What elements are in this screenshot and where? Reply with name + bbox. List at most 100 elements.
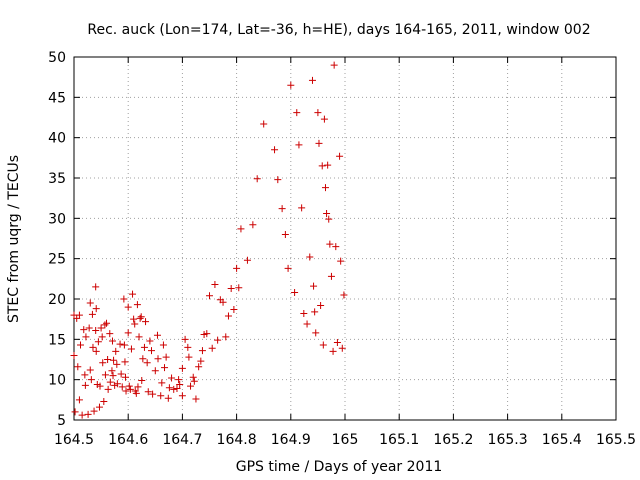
- data-point: [97, 324, 105, 332]
- y-axis-label: STEC from uqrg / TECUs: [6, 155, 22, 323]
- data-point: [106, 330, 114, 338]
- data-point: [198, 347, 206, 355]
- data-point: [178, 392, 186, 400]
- data-point: [332, 243, 340, 251]
- data-point: [113, 360, 121, 368]
- data-point: [321, 184, 329, 192]
- data-point: [324, 161, 332, 169]
- grid-lines: [74, 57, 616, 420]
- chart-title: Rec. auck (Lon=174, Lat=-36, h=HE), days…: [87, 22, 590, 38]
- data-point: [219, 298, 227, 306]
- data-point: [271, 146, 279, 154]
- data-point: [133, 301, 141, 309]
- data-point: [95, 403, 103, 411]
- axis-ticks: 164.5 164.6 164.7 164.8 164.9 165 165.1 165.2 16…: [48, 50, 636, 448]
- data-point: [340, 291, 348, 299]
- x-axis-label: GPS time / Days of year 2011: [236, 459, 443, 475]
- data-point: [303, 320, 311, 328]
- data-point: [190, 377, 198, 385]
- data-point: [120, 295, 128, 303]
- data-point: [98, 333, 106, 341]
- data-point: [306, 253, 314, 261]
- data-point: [84, 410, 92, 418]
- data-points: [70, 61, 348, 419]
- data-point: [319, 341, 327, 349]
- data-point: [104, 385, 112, 393]
- data-point: [170, 385, 178, 393]
- data-point: [329, 347, 337, 355]
- x-tick-label: 164.5: [54, 432, 94, 448]
- data-point: [293, 109, 301, 117]
- data-point: [224, 312, 232, 320]
- y-tick-label: 45: [48, 90, 66, 106]
- x-tick-label: 165.4: [542, 432, 582, 448]
- data-point: [235, 284, 243, 292]
- data-point: [138, 376, 146, 384]
- data-point: [148, 347, 156, 355]
- data-point: [181, 335, 189, 343]
- data-point: [131, 320, 139, 328]
- data-point: [70, 351, 78, 359]
- data-point: [142, 318, 150, 326]
- y-tick-label: 25: [48, 252, 66, 268]
- data-point: [77, 341, 85, 349]
- y-tick-label: 10: [48, 373, 66, 389]
- data-point: [173, 385, 181, 393]
- data-point: [82, 333, 90, 341]
- data-point: [233, 264, 241, 272]
- data-point: [336, 152, 344, 160]
- data-point: [126, 385, 134, 393]
- data-point: [184, 343, 192, 351]
- data-point: [104, 356, 112, 363]
- data-point: [86, 366, 94, 374]
- data-point: [92, 326, 100, 334]
- data-point: [78, 411, 86, 419]
- data-point: [92, 347, 100, 355]
- data-point: [338, 344, 346, 352]
- data-point: [75, 311, 83, 319]
- data-point: [161, 364, 169, 372]
- data-point: [243, 256, 251, 264]
- data-point: [108, 337, 116, 345]
- data-point: [94, 338, 102, 346]
- data-point: [320, 115, 328, 123]
- data-point: [136, 314, 144, 322]
- data-point: [164, 394, 172, 402]
- data-point: [137, 313, 145, 321]
- data-point: [157, 392, 165, 400]
- x-tick-label: 164.9: [271, 432, 311, 448]
- data-point: [281, 230, 289, 238]
- data-point: [222, 333, 230, 341]
- y-tick-label: 20: [48, 292, 66, 308]
- data-point: [197, 357, 205, 365]
- y-tick-label: 40: [48, 131, 66, 147]
- data-point: [325, 215, 333, 223]
- data-point: [175, 376, 183, 384]
- data-point: [116, 340, 124, 348]
- data-point: [323, 209, 331, 217]
- data-point: [92, 283, 100, 291]
- data-point: [121, 373, 129, 381]
- data-point: [89, 343, 97, 351]
- data-point: [227, 285, 235, 293]
- data-point: [176, 381, 184, 389]
- data-point: [284, 264, 292, 272]
- data-point: [130, 315, 138, 323]
- data-point: [135, 333, 143, 341]
- data-point: [192, 395, 200, 403]
- data-point: [149, 390, 157, 398]
- data-point: [144, 388, 152, 396]
- y-tick-label: 5: [57, 413, 66, 429]
- data-point: [330, 61, 338, 69]
- data-point: [117, 370, 125, 378]
- data-point: [151, 367, 159, 375]
- data-point: [100, 397, 108, 405]
- x-tick-label: 165.5: [596, 432, 636, 448]
- data-point: [260, 120, 268, 128]
- data-point: [326, 240, 334, 248]
- data-point: [291, 289, 299, 297]
- data-point: [189, 373, 197, 381]
- data-point: [158, 379, 166, 387]
- data-point: [337, 257, 345, 265]
- data-point: [208, 344, 216, 352]
